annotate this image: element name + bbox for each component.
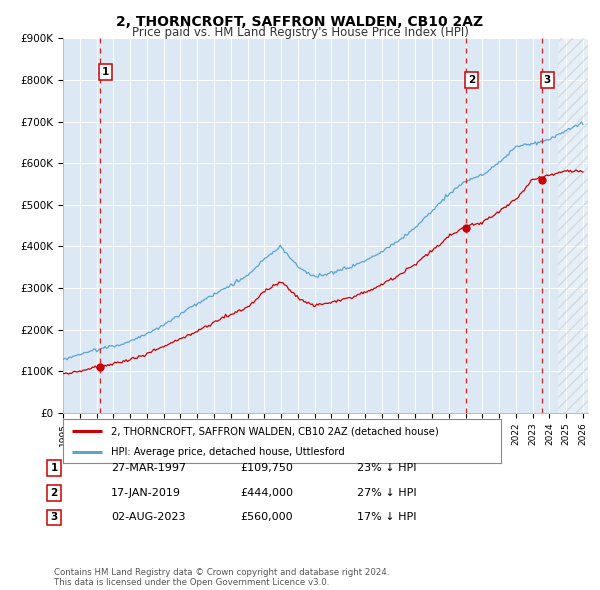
Text: 23% ↓ HPI: 23% ↓ HPI: [357, 463, 416, 473]
Text: 27-MAR-1997: 27-MAR-1997: [111, 463, 186, 473]
Text: Price paid vs. HM Land Registry's House Price Index (HPI): Price paid vs. HM Land Registry's House …: [131, 26, 469, 39]
Text: 3: 3: [544, 75, 551, 85]
Text: £109,750: £109,750: [240, 463, 293, 473]
Text: £560,000: £560,000: [240, 513, 293, 522]
Text: Contains HM Land Registry data © Crown copyright and database right 2024.
This d: Contains HM Land Registry data © Crown c…: [54, 568, 389, 587]
Text: 17-JAN-2019: 17-JAN-2019: [111, 488, 181, 497]
Text: £444,000: £444,000: [240, 488, 293, 497]
Text: 2: 2: [50, 488, 58, 497]
Text: 2, THORNCROFT, SAFFRON WALDEN, CB10 2AZ (detached house): 2, THORNCROFT, SAFFRON WALDEN, CB10 2AZ …: [111, 427, 439, 436]
Text: 27% ↓ HPI: 27% ↓ HPI: [357, 488, 416, 497]
Text: 1: 1: [101, 67, 109, 77]
Text: 17% ↓ HPI: 17% ↓ HPI: [357, 513, 416, 522]
Text: 1: 1: [50, 463, 58, 473]
Text: 02-AUG-2023: 02-AUG-2023: [111, 513, 185, 522]
Text: HPI: Average price, detached house, Uttlesford: HPI: Average price, detached house, Uttl…: [111, 447, 345, 457]
Text: 2, THORNCROFT, SAFFRON WALDEN, CB10 2AZ: 2, THORNCROFT, SAFFRON WALDEN, CB10 2AZ: [116, 15, 484, 29]
Text: 3: 3: [50, 513, 58, 522]
Text: 2: 2: [467, 75, 475, 85]
